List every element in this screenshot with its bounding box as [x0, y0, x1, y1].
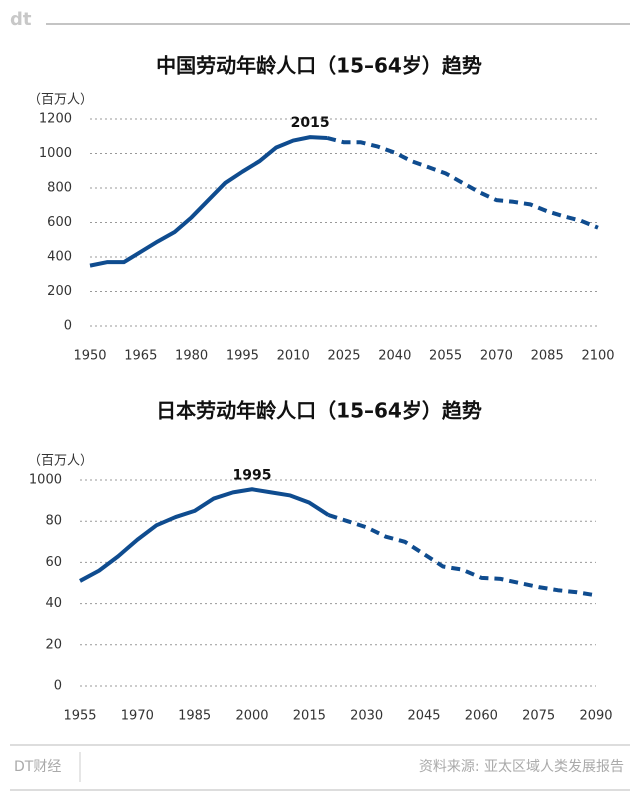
- x-tick-label: 1965: [124, 349, 157, 364]
- y-tick-label: 1200: [39, 112, 72, 127]
- y-tick-label: 200: [47, 284, 72, 299]
- y-tick-label: 80: [45, 514, 62, 529]
- x-tick-label: 2010: [277, 349, 310, 364]
- x-tick-label: 2070: [480, 349, 513, 364]
- y-tick-label: 600: [47, 215, 72, 230]
- y-tick-label: 0: [54, 679, 62, 694]
- y-tick-label: 800: [47, 181, 72, 196]
- line-actual: [79, 487, 330, 583]
- y-tick-label: 1000: [39, 146, 72, 161]
- x-tick-label: 2055: [429, 349, 462, 364]
- x-tick-label: 2000: [235, 709, 268, 724]
- x-tick-label: 2030: [350, 709, 383, 724]
- x-tick-label: 2100: [581, 349, 614, 364]
- x-tick-label: 2060: [465, 709, 498, 724]
- x-tick-label: 1995: [226, 349, 259, 364]
- x-tick-label: 1985: [178, 709, 211, 724]
- x-tick-label: 2015: [293, 709, 326, 724]
- x-tick-label: 2090: [579, 709, 612, 724]
- y-tick-label: 20: [45, 637, 62, 652]
- logo: dt: [10, 9, 32, 30]
- x-tick-label: 2025: [327, 349, 360, 364]
- x-tick-label: 2040: [378, 349, 411, 364]
- line-actual: [89, 135, 328, 268]
- x-tick-label: 1950: [73, 349, 106, 364]
- y-tick-label: 1000: [29, 473, 62, 488]
- line-projection: [327, 513, 597, 598]
- y-tick-label: 60: [45, 555, 62, 570]
- chart-title: 日本劳动年龄人口（15–64岁）趋势: [156, 399, 482, 423]
- y-tick-label: 40: [45, 596, 62, 611]
- y-tick-label: 400: [47, 250, 72, 265]
- y-axis-label: （百万人）: [28, 93, 93, 108]
- x-tick-label: 1970: [121, 709, 154, 724]
- y-tick-label: 0: [64, 319, 72, 334]
- x-tick-label: 2075: [522, 709, 555, 724]
- annotation: 2015: [291, 115, 330, 131]
- x-tick-label: 1980: [175, 349, 208, 364]
- x-tick-label: 1955: [63, 709, 96, 724]
- footer-brand: DT财经: [14, 759, 61, 775]
- annotation: 1995: [233, 467, 272, 483]
- line-projection: [326, 136, 599, 230]
- y-axis-label: （百万人）: [28, 454, 93, 469]
- x-tick-label: 2085: [531, 349, 564, 364]
- footer-source: 资料来源: 亚太区域人类发展报告: [419, 759, 624, 775]
- x-tick-label: 2045: [407, 709, 440, 724]
- chart-title: 中国劳动年龄人口（15–64岁）趋势: [156, 54, 482, 78]
